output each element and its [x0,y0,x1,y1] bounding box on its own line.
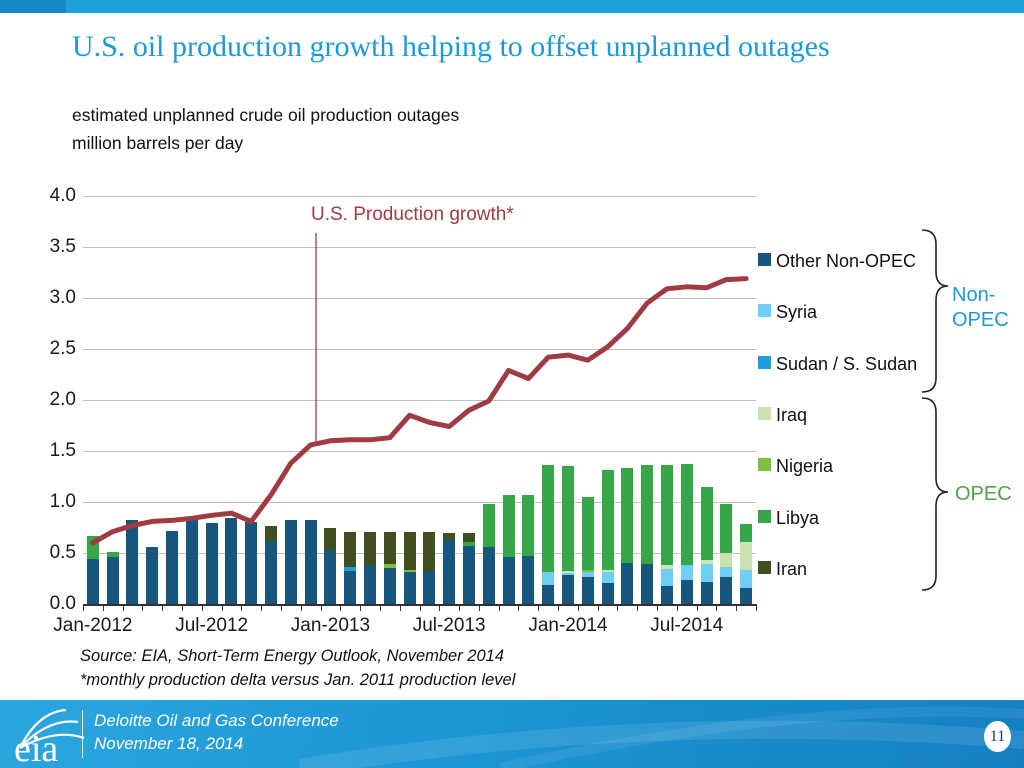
legend-swatch [758,304,771,318]
legend-swatch [758,355,771,369]
chart-units-label: million barrels per day [72,133,244,153]
opec-brace [921,397,949,591]
non-opec-group-label: Non- OPEC [952,284,1009,331]
chart-subtitle: estimated unplanned crude oil production… [72,105,460,125]
legend-swatch [758,253,771,266]
line-annotation-label: U.S. Production growth* [311,204,514,225]
us-production-growth-polyline [90,276,749,546]
eia-logo: eia [14,708,85,764]
footer-event-date: November 18, 2014 [94,734,244,753]
footer-bar: eia Deloitte Oil and Gas Conference Nove… [0,700,1024,768]
legend-swatch [758,509,771,523]
page-number-badge: 11 [984,721,1011,752]
legend-label: Other Non-OPEC [776,251,917,271]
footer-wave-decoration [298,706,1024,768]
legend-label: Libya [776,507,820,528]
legend-label: Iraq [776,404,808,425]
page-title: U.S. oil production growth helping to of… [72,30,830,63]
non-opec-brace [921,229,949,393]
footnote: *monthly production delta versus Jan. 20… [80,671,516,689]
legend-label: Sudan / S. Sudan [776,353,918,374]
source-note: Source: EIA, Short-Term Energy Outlook, … [80,647,505,665]
legend-label: Syria [776,302,818,323]
legend-group-braces [921,229,949,591]
legend-swatch [758,406,771,420]
legend-label: Iran [776,558,808,579]
footer-divider [82,710,83,758]
top-accent-bar [0,0,1024,13]
opec-group-label: OPEC [955,483,1012,505]
eia-logo-text: eia [14,728,58,764]
legend-swatch [758,560,771,574]
footer-event-name: Deloitte Oil and Gas Conference [94,711,339,730]
top-accent-corner [0,0,66,13]
legend-swatch [758,458,771,472]
legend-label: Nigeria [776,456,834,477]
